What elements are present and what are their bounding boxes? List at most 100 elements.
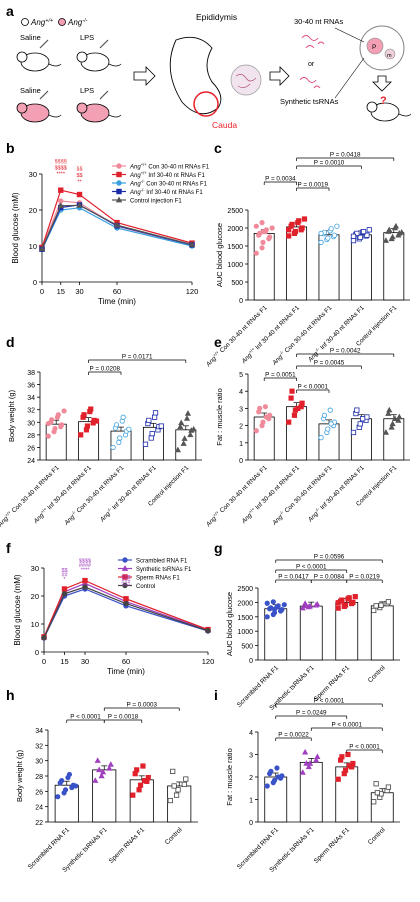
y-tick-label: 28 [35,774,43,781]
y-tick-label: 1000 [227,262,243,269]
line-chart-f: 0 10 20 30 0 15 30 60 120 Time (min) Blood glucose… [13,557,214,676]
data-point [55,412,61,418]
y-tick-label: 2500 [237,586,253,593]
legend-marker [116,180,122,186]
ko-legend-dot [58,18,66,26]
legend-marker [115,196,123,203]
y-tick-label: 20 [31,592,39,601]
data-point [374,790,380,796]
series-control-injection-f1 [38,201,196,252]
data-point [286,419,292,425]
y-tick-label: 0 [239,458,243,465]
y-tick-label: 30 [31,564,39,573]
data-point [325,235,331,241]
data-point [289,221,295,227]
p-value-label: P = 0.0219 [349,574,380,581]
data-point [318,435,324,441]
data-point [61,591,68,597]
data-point [301,216,308,222]
data-point [45,420,51,427]
p-value-label: P = 0.0084 [314,574,345,581]
cauda-label: Cauda [212,120,237,130]
p-value-label: P < 0.0001 [331,722,362,729]
p-value-label: P = 0.0051 [265,372,296,379]
data-point [296,218,302,224]
data-point [152,410,159,416]
data-point [350,237,357,244]
category-label: Ang-/- Con 30-40 nt RNAs F1 [62,463,126,527]
y-axis-label: Body weight (g) [7,389,16,442]
category-label: Sperm RNAs F1 [313,826,352,865]
data-point [76,201,83,208]
arrow-down-icon [372,75,392,92]
significance-label: $$ [76,173,82,179]
y-tick-label: 34 [35,728,43,735]
y-tick-label: 500 [231,280,243,287]
data-point [327,407,333,413]
y-tick-label: 500 [241,644,253,651]
data-point [59,777,65,784]
y-tick-label: 3 [239,406,243,413]
y-tick-label: 0 [249,658,253,665]
synthetic-rna-icon [299,77,321,89]
legend-marker [122,574,128,580]
data-point [98,772,105,779]
bar-chart-c: 0 500 1000 1500 2000 2500 AUC blood glucose Ang… [204,152,410,369]
data-point [58,187,64,193]
data-point [373,781,379,787]
data-point [262,404,268,410]
data-point [45,433,51,439]
data-point [151,414,158,420]
data-point [357,234,363,240]
data-point [180,440,187,446]
category-label: Control [367,826,387,846]
significance-label: $$$ [121,575,130,581]
rna-fragments-icon [301,35,325,49]
y-tick-label: 30 [35,759,43,766]
x-axis-label: Time (min) [98,297,136,306]
legend-marker [116,188,122,195]
panel-label-i: i [214,687,218,703]
y-tick-label: 24 [27,458,35,465]
p-value-label: P < 0.0001 [349,744,380,751]
legend-label: Control [136,584,155,590]
p-value-label: P = 0.0019 [298,182,329,189]
data-point [126,426,132,432]
data-point [181,781,187,788]
significance-label: #### [79,563,92,569]
data-point [382,429,390,435]
data-point [41,635,47,641]
data-point [303,760,310,766]
data-point [275,774,281,780]
y-tick-label: 2 [249,775,253,782]
category-label: Ang+/+ Inf 30-40 nt RNAs F1 [31,463,94,526]
data-point [299,400,305,406]
y-tick-label: 2 [239,424,243,431]
p-value-label: P = 0.0171 [122,354,153,361]
panel-label-b: b [6,140,15,156]
p-value-label: P = 0.0596 [314,554,345,561]
data-point [181,435,188,441]
y-tick-label: 1500 [227,244,243,251]
x-tick-label: 15 [57,287,65,296]
category-label: Ang-/- Inf 30-40 nt RNAs F1 [97,463,158,524]
data-point [335,605,341,611]
data-point [386,406,393,413]
comparisons: P < 0.0001 P = 0.0018 P = 0.0003 [66,702,180,723]
data-point [342,767,349,773]
p-value-label: P = 0.0042 [330,348,361,355]
data-point [335,600,341,606]
y-tick-label: 26 [27,445,35,452]
data-point [299,225,305,231]
lps-label-top: LPS [80,33,94,42]
category-label: Control [164,826,184,846]
data-point [289,388,295,394]
y-tick-label: 36 [27,383,35,390]
data-point [292,228,299,235]
data-point [187,431,194,438]
legend-label: Scrambled RNA F1 [136,559,188,565]
data-point [92,777,99,783]
